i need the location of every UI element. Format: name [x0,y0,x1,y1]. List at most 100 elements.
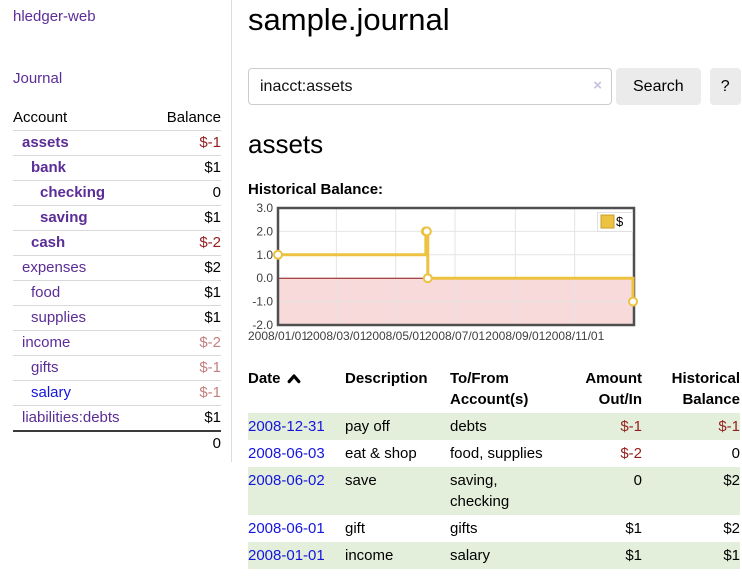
register-date-link[interactable]: 2008-01-01 [248,547,325,564]
account-balance: 0 [150,180,221,206]
register-balance: $-1 [718,418,740,435]
account-heading: assets [248,129,324,159]
register-row: 2008-06-02 save saving, checking 0 $2 [248,467,740,515]
account-link[interactable]: checking [40,184,106,201]
svg-text:2008/07/01: 2008/07/01 [425,329,485,343]
register-description: gift [345,520,366,537]
register-date-link[interactable]: 2008-06-02 [248,472,325,489]
account-row: supplies $1 [13,305,221,331]
svg-text:-1.0: -1.0 [252,295,273,309]
account-row: bank $1 [13,155,221,181]
accounts-total-row: 0 [13,430,221,456]
register-date: 2008-06-03 [248,440,345,467]
account-balance: $1 [150,205,221,231]
accounts-total-balance: 0 [150,430,221,456]
account-row: income $-2 [13,330,221,356]
svg-text:$: $ [616,214,624,229]
register-accounts: salary [450,547,491,564]
account-row: salary $-1 [13,380,221,406]
chart-legend: $ [597,212,633,232]
register-date: 2008-06-02 [248,467,345,515]
register-date: 2008-12-31 [248,413,345,440]
register-description: income [345,547,394,564]
account-rows: assets $-1 bank $1 checking 0 saving $1 cash $-2 e… [13,130,221,432]
register-header-accounts: To/From Account(s) [450,370,529,408]
accounts-header-account: Account [13,106,151,131]
historical-balance-chart: 3.0 2.0 1.0 0.0 -1.0 -2.02008/01/012008/03/01… [248,201,639,343]
svg-text:2008/01/01: 2008/01/01 [248,329,308,343]
account-row: cash $-2 [13,230,221,256]
account-link[interactable]: expenses [22,259,87,276]
account-row: food $1 [13,280,221,306]
register-date-link[interactable]: 2008-06-01 [248,520,325,537]
account-balance: $1 [150,405,221,432]
help-button[interactable]: ? [709,68,741,105]
register-header-date: Date [248,365,345,413]
account-row: expenses $2 [13,255,221,281]
register-header-balance: Historical Balance [671,370,740,408]
register-date-link[interactable]: 2008-12-31 [248,418,325,435]
register-amount: $1 [625,520,642,537]
account-link[interactable]: bank [31,159,67,176]
register-balance: $1 [723,547,740,564]
clear-search-icon[interactable]: × [593,77,602,94]
account-balance: $-2 [150,230,221,256]
register-table: Date Description To/From Account(s) Amou… [248,365,740,569]
register-header-row: Date Description To/From Account(s) Amou… [248,365,740,413]
register-description: pay off [345,418,390,435]
register-balance: 0 [731,445,740,462]
register-balance: $2 [723,472,740,489]
register-row: 2008-01-01 income salary $1 $1 [248,542,740,569]
register-description: eat & shop [345,445,417,462]
svg-text:2008/11/01: 2008/11/01 [545,329,604,343]
account-balance: $-1 [150,130,221,156]
account-link[interactable]: salary [31,384,72,401]
register-date: 2008-01-01 [248,542,345,569]
accounts-header-row: Account Balance [13,106,221,131]
search-form: × Search ? [248,68,741,105]
svg-text:1.0: 1.0 [256,248,273,262]
account-balance: $2 [150,255,221,281]
accounts-table: Account Balance assets $-1 bank $1 checking 0… [13,106,221,456]
account-link[interactable]: cash [31,234,66,251]
register-accounts: food, supplies [450,445,543,462]
register-row: 2008-06-03 eat & shop food, supplies $-2 0 [248,440,740,467]
svg-text:2008/09/01: 2008/09/01 [485,329,545,343]
account-row: checking 0 [13,180,221,206]
app: hledger-web Journal Account Balance asse… [13,0,741,569]
account-row: assets $-1 [13,130,221,156]
account-link[interactable]: liabilities:debts [22,409,120,426]
account-link[interactable]: supplies [31,309,87,326]
register-description: save [345,472,377,489]
account-link[interactable]: saving [40,209,88,226]
hledger-web-link[interactable]: hledger-web [13,8,96,25]
register-header-description: Description [345,370,428,387]
account-link[interactable]: assets [22,134,69,151]
register-amount: $1 [625,547,642,564]
register-amount: 0 [633,472,642,489]
accounts-header-balance: Balance [150,106,221,131]
account-balance: $1 [150,280,221,306]
svg-text:2008/03/01: 2008/03/01 [306,329,366,343]
register-date: 2008-06-01 [248,515,345,542]
sidebar-item-journal[interactable]: Journal [13,70,63,87]
account-row: liabilities:debts $1 [13,405,221,432]
chart-box: 3.0 2.0 1.0 0.0 -1.0 -2.0 2008/01/01 2008/03/01… [248,201,741,349]
account-link[interactable]: gifts [31,359,59,376]
svg-text:-2.0: -2.0 [252,318,273,332]
register-accounts: debts [450,418,487,435]
register-date-link[interactable]: 2008-06-03 [248,445,325,462]
account-row: saving $1 [13,205,221,231]
search-input[interactable] [248,68,612,105]
account-link[interactable]: food [31,284,61,301]
svg-text:2008/05/01: 2008/05/01 [366,329,426,343]
page-title: sample.journal [248,2,450,37]
sort-asc-icon [287,374,300,384]
register-row: 2008-06-01 gift gifts $1 $2 [248,515,740,542]
register-amount: $-1 [620,418,642,435]
search-button[interactable]: Search [616,68,701,105]
register-row: 2008-12-31 pay off debts $-1 $-1 [248,413,740,440]
svg-text:3.0: 3.0 [256,203,273,215]
account-row: gifts $-1 [13,355,221,381]
account-link[interactable]: income [22,334,71,351]
